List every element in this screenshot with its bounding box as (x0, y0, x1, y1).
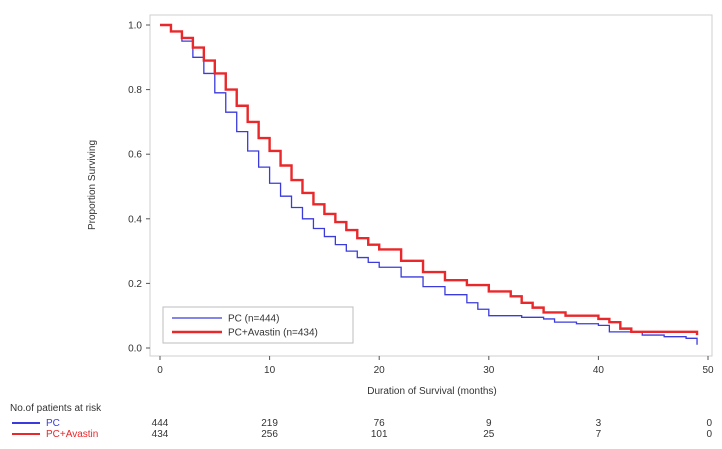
y-axis-label: Proportion Surviving (87, 140, 98, 230)
risk-table-title: No.of patients at risk (10, 403, 102, 414)
x-axis: 0 10 20 30 40 50 (157, 356, 714, 376)
series-line-pc-avastin (160, 23, 699, 336)
legend-label: PC+Avastin (n=434) (228, 328, 318, 339)
risk-count: 101 (371, 429, 388, 440)
x-tick-label: 0 (157, 365, 163, 376)
y-tick-label: 0.0 (128, 344, 142, 355)
risk-row-label: PC+Avastin (46, 429, 98, 440)
risk-table: No.of patients at risk PC 444 219 76 9 3 0 PC+A… (10, 403, 712, 440)
x-tick-label: 10 (264, 365, 276, 376)
y-tick-label: 0.8 (128, 85, 142, 96)
risk-count: 219 (261, 418, 278, 429)
x-tick-label: 20 (374, 365, 386, 376)
y-tick-label: 0.2 (128, 279, 142, 290)
series-line-pc (160, 24, 698, 345)
y-tick-label: 1.0 (128, 21, 142, 32)
x-tick-label: 30 (483, 365, 495, 376)
y-tick-label: 0.6 (128, 150, 142, 161)
risk-count: 25 (483, 429, 495, 440)
x-tick-label: 40 (593, 365, 605, 376)
y-tick-label: 0.4 (128, 214, 142, 225)
risk-count: 444 (152, 418, 169, 429)
legend-label: PC (n=444) (228, 314, 279, 325)
legend: PC (n=444) PC+Avastin (n=434) (162, 306, 354, 344)
y-axis: 0.0 0.2 0.4 0.6 0.8 1.0 (128, 21, 150, 355)
risk-count: 9 (486, 418, 492, 429)
x-axis-label: Duration of Survival (months) (367, 386, 497, 397)
risk-count: 7 (596, 429, 602, 440)
risk-count: 434 (152, 429, 169, 440)
plot-frame (149, 14, 713, 357)
survival-curves (160, 23, 699, 345)
risk-count: 0 (706, 429, 712, 440)
x-tick-label: 50 (702, 365, 714, 376)
risk-count: 3 (596, 418, 602, 429)
risk-count: 256 (261, 429, 278, 440)
legend-box (162, 306, 354, 344)
risk-count: 76 (374, 418, 386, 429)
risk-count: 0 (706, 418, 712, 429)
risk-row-label: PC (46, 418, 60, 429)
